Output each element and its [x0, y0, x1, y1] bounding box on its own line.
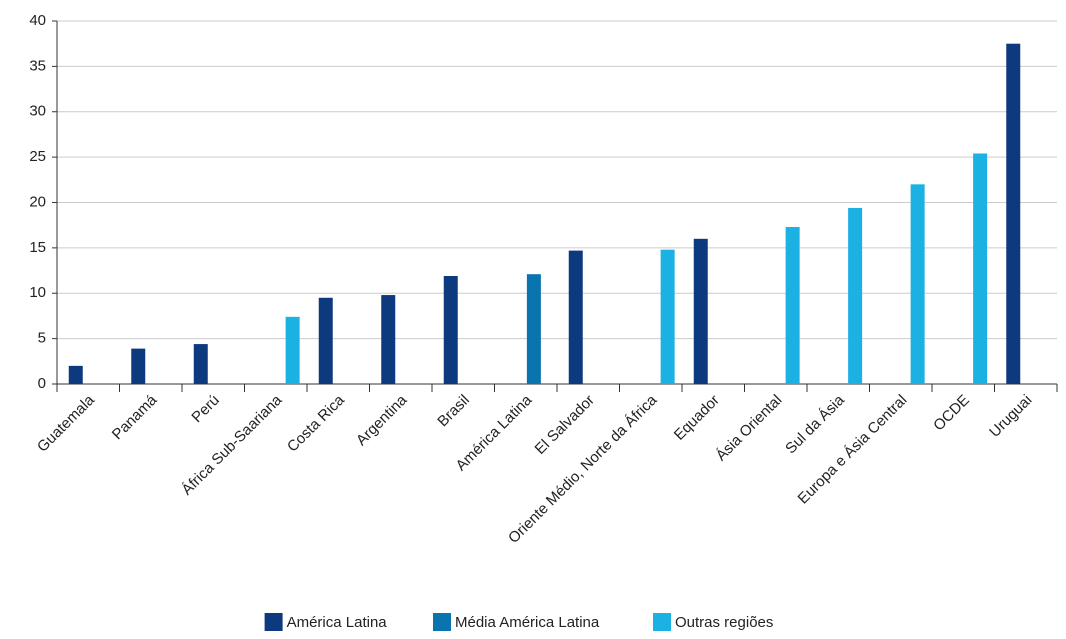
- y-tick-label: 15: [29, 239, 46, 256]
- legend-label: Média América Latina: [455, 614, 600, 631]
- legend-swatch: [433, 613, 451, 631]
- bar: [973, 153, 988, 384]
- x-tick-label: Perú: [188, 392, 222, 426]
- bar: [131, 348, 146, 384]
- bar: [660, 249, 675, 384]
- bar: [785, 227, 800, 384]
- y-tick-label: 25: [29, 148, 46, 165]
- y-tick-label: 0: [38, 375, 46, 392]
- legend-label: Outras regiões: [675, 614, 773, 631]
- legend-item: América Latina: [264, 613, 388, 631]
- x-tick-label: Sul da Ásia: [782, 391, 848, 457]
- x-tick-label: Brasil: [434, 392, 473, 431]
- bar: [848, 207, 863, 384]
- legend-label: América Latina: [287, 614, 388, 631]
- x-tick-label: Ásia Oriental: [713, 392, 786, 465]
- x-tick-label: Uruguai: [986, 392, 1035, 441]
- y-tick-label: 5: [38, 330, 46, 347]
- y-tick-label: 10: [29, 284, 46, 301]
- y-tick-label: 30: [29, 103, 46, 120]
- x-tick-label: Costa Rica: [284, 391, 348, 455]
- x-tick-label: Guatemala: [34, 391, 98, 455]
- x-tick-label: Europa e Ásia Central: [795, 392, 911, 508]
- legend-swatch: [653, 613, 671, 631]
- bar: [1006, 43, 1021, 384]
- legend-item: Média América Latina: [433, 613, 600, 631]
- legend-swatch: [264, 613, 283, 631]
- bar: [318, 297, 333, 384]
- x-tick-label: El Salvador: [532, 392, 598, 458]
- bar: [285, 316, 300, 384]
- x-tick-label: Equador: [671, 392, 723, 444]
- legend-item: Outras regiões: [653, 613, 773, 631]
- bar: [693, 238, 708, 384]
- bar: [381, 295, 396, 384]
- bar: [443, 276, 458, 384]
- bar: [68, 365, 83, 384]
- bar: [526, 274, 541, 384]
- y-tick-label: 40: [29, 12, 46, 29]
- y-tick-label: 20: [29, 193, 46, 210]
- x-tick-label: Argentina: [353, 391, 411, 449]
- x-tick-label: Panamá: [109, 391, 161, 443]
- y-tick-label: 35: [29, 57, 46, 74]
- bar: [568, 250, 583, 384]
- bar: [193, 344, 208, 384]
- bar: [910, 184, 925, 384]
- x-tick-label: OCDE: [930, 392, 973, 435]
